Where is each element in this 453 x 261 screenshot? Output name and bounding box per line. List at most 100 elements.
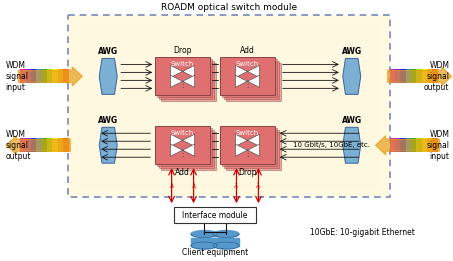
- Bar: [58, 138, 63, 152]
- Bar: [432, 138, 438, 152]
- Bar: [58, 69, 63, 83]
- FancyBboxPatch shape: [226, 63, 281, 101]
- Text: WDM
signal
input: WDM signal input: [5, 61, 29, 92]
- Bar: [63, 69, 69, 83]
- Text: λⱼ: λⱼ: [256, 183, 261, 189]
- FancyBboxPatch shape: [224, 130, 279, 168]
- FancyBboxPatch shape: [161, 63, 216, 101]
- Text: Add: Add: [240, 46, 255, 55]
- FancyBboxPatch shape: [157, 60, 212, 97]
- Polygon shape: [170, 144, 195, 156]
- FancyBboxPatch shape: [157, 128, 212, 166]
- Polygon shape: [213, 238, 239, 246]
- Bar: [416, 69, 422, 83]
- Bar: [20, 69, 26, 83]
- Text: AWG: AWG: [342, 48, 362, 56]
- Text: Add: Add: [175, 168, 190, 177]
- Bar: [395, 69, 401, 83]
- Text: WDM
signal
output: WDM signal output: [424, 61, 449, 92]
- FancyBboxPatch shape: [155, 126, 210, 164]
- FancyBboxPatch shape: [174, 207, 256, 223]
- Bar: [395, 138, 401, 152]
- Polygon shape: [191, 230, 217, 238]
- FancyArrow shape: [19, 67, 82, 86]
- FancyBboxPatch shape: [155, 57, 210, 95]
- Bar: [26, 138, 32, 152]
- FancyBboxPatch shape: [220, 126, 275, 164]
- Polygon shape: [236, 134, 260, 146]
- Text: ⋮: ⋮: [243, 149, 252, 158]
- Text: λᵢ: λᵢ: [234, 183, 239, 189]
- FancyBboxPatch shape: [220, 57, 275, 95]
- Text: WDM
signal
input: WDM signal input: [427, 130, 449, 161]
- FancyArrow shape: [376, 136, 439, 155]
- FancyArrow shape: [388, 67, 452, 86]
- Polygon shape: [236, 65, 260, 78]
- Bar: [63, 138, 69, 152]
- Polygon shape: [170, 134, 195, 146]
- Bar: [422, 69, 428, 83]
- Bar: [405, 138, 411, 152]
- Polygon shape: [191, 242, 217, 249]
- Text: Drop: Drop: [173, 46, 192, 55]
- Polygon shape: [99, 127, 117, 163]
- Text: ⋮: ⋮: [243, 80, 252, 89]
- FancyBboxPatch shape: [226, 132, 281, 170]
- Text: ⋮: ⋮: [178, 80, 187, 89]
- Polygon shape: [236, 144, 260, 156]
- Bar: [31, 69, 37, 83]
- Text: Interface module: Interface module: [183, 211, 248, 220]
- Text: Switch: Switch: [236, 61, 259, 67]
- Polygon shape: [170, 75, 195, 87]
- Bar: [20, 138, 26, 152]
- Bar: [422, 138, 428, 152]
- Polygon shape: [213, 230, 239, 238]
- FancyBboxPatch shape: [78, 22, 380, 189]
- FancyArrow shape: [6, 136, 70, 155]
- Text: WDM
signal
output: WDM signal output: [5, 130, 31, 161]
- Text: AWG: AWG: [98, 48, 118, 56]
- Text: Switch: Switch: [171, 130, 194, 136]
- Bar: [432, 69, 438, 83]
- Text: AWG: AWG: [342, 116, 362, 125]
- Bar: [390, 138, 395, 152]
- FancyBboxPatch shape: [68, 15, 390, 197]
- Polygon shape: [343, 58, 361, 94]
- Bar: [53, 138, 58, 152]
- Bar: [42, 69, 48, 83]
- Text: ROADM optical switch module: ROADM optical switch module: [161, 3, 297, 11]
- FancyBboxPatch shape: [222, 128, 277, 166]
- Bar: [31, 138, 37, 152]
- Polygon shape: [191, 238, 217, 246]
- Bar: [36, 138, 42, 152]
- Bar: [36, 69, 42, 83]
- Bar: [427, 69, 433, 83]
- Polygon shape: [213, 242, 239, 249]
- FancyBboxPatch shape: [159, 61, 214, 99]
- Bar: [42, 138, 48, 152]
- Bar: [405, 69, 411, 83]
- FancyBboxPatch shape: [159, 130, 214, 168]
- Bar: [26, 69, 32, 83]
- Polygon shape: [343, 127, 361, 163]
- Text: λᵢ: λᵢ: [169, 183, 174, 189]
- Text: ⋮: ⋮: [178, 149, 187, 158]
- FancyBboxPatch shape: [222, 60, 277, 97]
- Bar: [53, 69, 58, 83]
- Bar: [416, 138, 422, 152]
- Polygon shape: [236, 75, 260, 87]
- Bar: [400, 69, 406, 83]
- Bar: [47, 69, 53, 83]
- Text: Switch: Switch: [236, 130, 259, 136]
- Text: Drop: Drop: [238, 168, 257, 177]
- Text: Client equipment: Client equipment: [182, 248, 248, 257]
- Polygon shape: [99, 58, 117, 94]
- Bar: [390, 69, 395, 83]
- Text: λⱼ: λⱼ: [191, 183, 196, 189]
- Bar: [47, 138, 53, 152]
- Text: 10 Gbit/s, 10GbE, etc.: 10 Gbit/s, 10GbE, etc.: [293, 142, 370, 148]
- Text: 10GbE: 10-gigabit Ethernet: 10GbE: 10-gigabit Ethernet: [310, 228, 414, 236]
- Text: AWG: AWG: [98, 116, 118, 125]
- Polygon shape: [170, 65, 195, 78]
- FancyBboxPatch shape: [224, 61, 279, 99]
